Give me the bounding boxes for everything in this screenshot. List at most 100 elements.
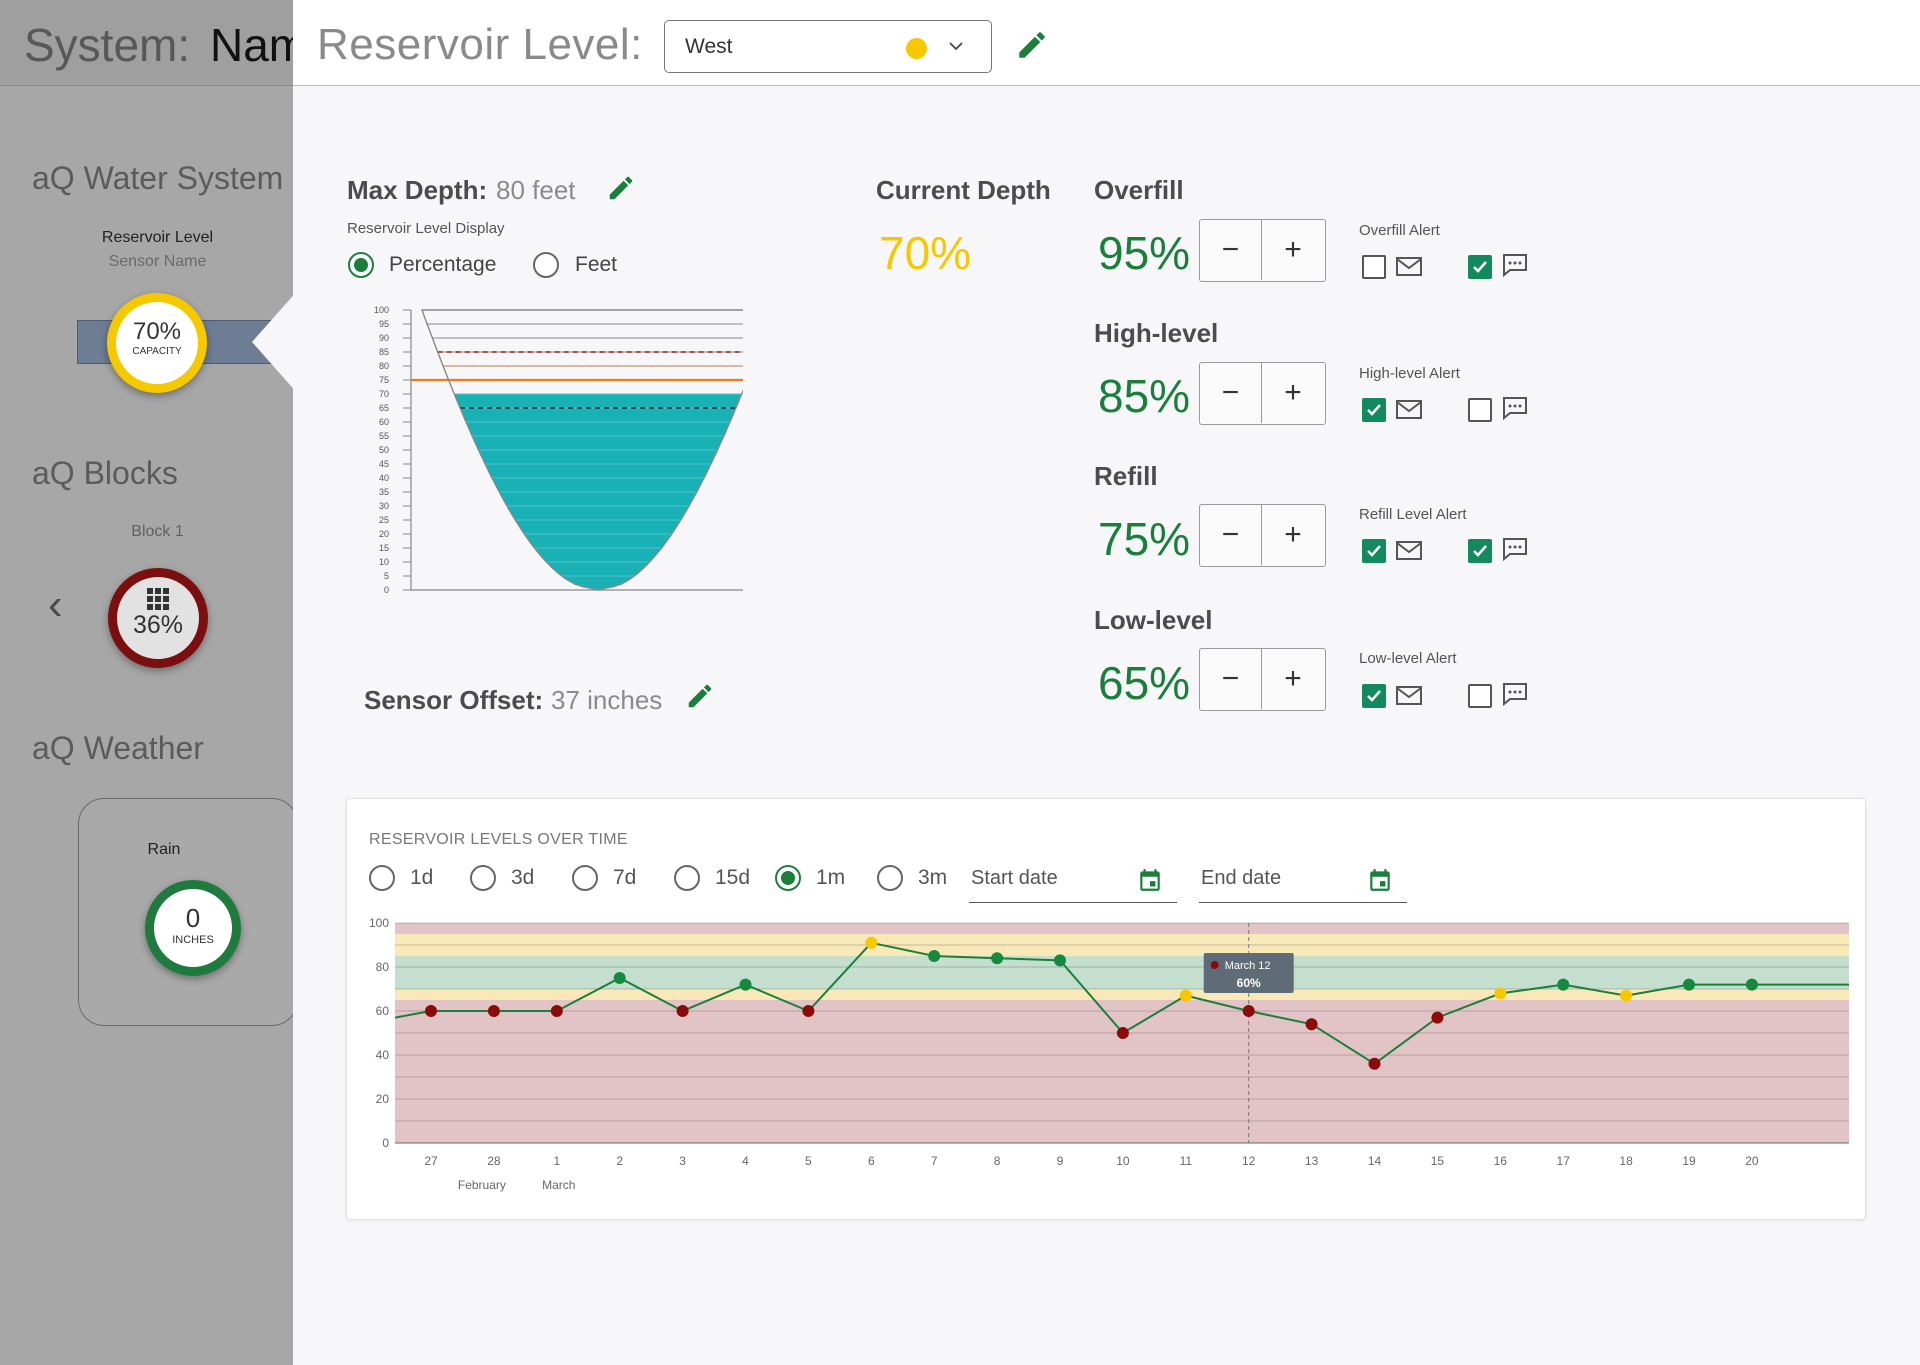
chart-x-tick-label: 1 [553,1154,560,1168]
panel-title: Reservoir Level: [317,20,643,69]
tank-water-fill [454,394,742,590]
tank-tick-label: 10 [379,557,389,567]
level-stepper: − + [1199,648,1326,711]
range-radio-7d[interactable] [572,865,598,891]
tank-tick-label: 60 [379,417,389,427]
block-gauge[interactable]: 36% [108,568,208,668]
chevron-down-icon [949,42,963,51]
chart-x-tick-label: 5 [805,1154,812,1168]
range-radio-3d[interactable] [470,865,496,891]
grid-icon [147,588,169,610]
tank-tick-label: 35 [379,487,389,497]
radio-feet[interactable] [533,252,559,278]
level-stepper: − + [1199,362,1326,425]
decrement-button[interactable]: − [1200,220,1262,280]
sms-alert-checkbox[interactable] [1468,539,1492,563]
decrement-button[interactable]: − [1200,649,1262,709]
email-alert-checkbox[interactable] [1362,539,1386,563]
chart-x-tick-label: 28 [487,1154,501,1168]
level-title: High-level [1094,318,1219,348]
increment-button[interactable]: + [1262,220,1324,280]
email-alert-checkbox[interactable] [1362,255,1386,279]
mail-icon [1396,257,1422,276]
range-radio-15d[interactable] [674,865,700,891]
chart-x-tick-label: 15 [1431,1154,1445,1168]
range-label-3m[interactable]: 3m [918,866,948,889]
radio-percentage-label[interactable]: Percentage [389,253,497,276]
block-gauge-value: 36% [132,611,184,639]
increment-button[interactable]: + [1262,649,1324,709]
sensor-offset-label: Sensor Offset: [364,685,544,715]
range-radio-3m[interactable] [877,865,903,891]
chart-data-point [676,1005,689,1017]
chart-data-point [1745,978,1758,991]
decrement-button[interactable]: − [1200,363,1262,423]
chart-data-point [1368,1057,1381,1070]
increment-button[interactable]: + [1262,363,1324,423]
chart-data-point [1305,1018,1318,1031]
chart-x-tick-label: 19 [1682,1154,1696,1168]
rain-gauge[interactable]: 0 INCHES [145,880,241,976]
tank-outline [421,309,743,591]
range-radio-1m[interactable] [775,865,801,891]
chart-data-point [1054,954,1066,967]
tank-tick-label: 30 [379,501,389,511]
end-date-field[interactable]: End date [1199,861,1407,903]
sms-alert-checkbox[interactable] [1468,398,1492,422]
tank-tick-label: 80 [379,361,389,371]
alert-label: Low-level Alert [1359,650,1457,667]
email-alert-checkbox[interactable] [1362,684,1386,708]
range-label-1d[interactable]: 1d [410,866,434,889]
pencil-icon[interactable] [685,681,715,711]
sms-alert-checkbox[interactable] [1468,684,1492,708]
chart-data-point [1620,989,1633,1002]
chart-band [395,956,1849,989]
pencil-icon[interactable] [606,173,636,203]
mail-icon [1396,400,1422,419]
pencil-icon[interactable] [1015,28,1049,62]
panel-header: Reservoir Level: West [293,0,1920,86]
start-date-placeholder: Start date [971,867,1058,889]
chart-data-point [1242,1005,1255,1017]
radio-percentage[interactable] [348,252,374,278]
reservoir-gauge[interactable]: 70% CAPACITY [107,293,207,393]
radio-feet-label[interactable]: Feet [575,253,618,276]
chart-x-tick-label: 16 [1494,1154,1508,1168]
tank-tick-label: 70 [379,389,389,399]
increment-button[interactable]: + [1262,505,1324,565]
chevron-left-icon[interactable]: ‹ [48,580,63,629]
calendar-icon[interactable] [1367,867,1393,893]
chart-band [395,923,1849,934]
chart-data-point [865,936,878,949]
level-stepper: − + [1199,504,1326,567]
sms-alert-checkbox[interactable] [1468,255,1492,279]
chart-tooltip-value: 60% [1237,976,1261,990]
chart-data-point [550,1005,563,1017]
calendar-icon[interactable] [1137,867,1163,893]
sensor-select-value: West [685,35,733,58]
chart-band [395,989,1849,1000]
range-label-1m[interactable]: 1m [816,866,846,889]
email-alert-checkbox[interactable] [1362,398,1386,422]
range-label-3d[interactable]: 3d [511,866,535,889]
chart-data-point [487,1005,500,1017]
range-label-7d[interactable]: 7d [613,866,637,889]
range-label-15d[interactable]: 15d [715,866,751,889]
chart-x-tick-label: 6 [868,1154,875,1168]
chart-data-point [1179,989,1192,1002]
chart-tooltip [1203,953,1294,993]
end-date-placeholder: End date [1201,867,1282,889]
start-date-field[interactable]: Start date [969,861,1177,903]
tank-tick-label: 40 [379,473,389,483]
rain-gauge-unit: INCHES [172,934,214,946]
current-depth-value: 70% [879,227,972,279]
display-mode-label: Reservoir Level Display [347,220,505,237]
decrement-button[interactable]: − [1200,505,1262,565]
sensor-select[interactable]: West [664,20,992,73]
tank-tick-label: 65 [379,403,389,413]
level-value: 65% [1098,657,1191,709]
levels-chart-card: RESERVOIR LEVELS OVER TIME 1d 3d 7d 15d … [346,798,1866,1220]
chart-y-tick-label: 20 [376,1092,390,1106]
range-radio-1d[interactable] [369,865,395,891]
sensor-name-label: Sensor Name [108,253,207,270]
